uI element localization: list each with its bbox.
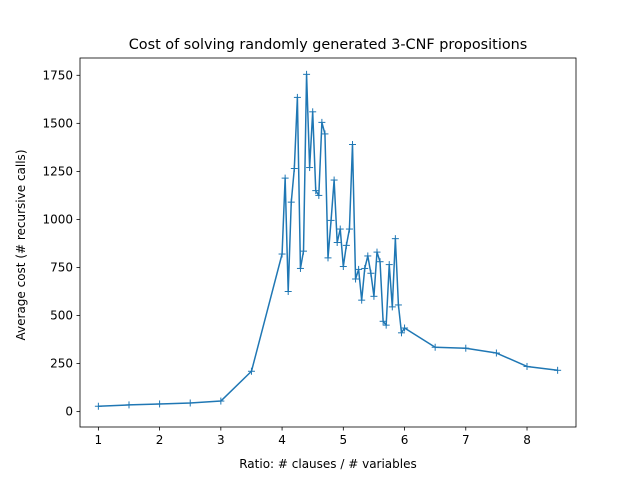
data-point-marker: [373, 248, 381, 256]
data-point-marker: [358, 296, 366, 304]
data-point-marker: [284, 288, 292, 296]
data-point-marker: [401, 324, 409, 332]
y-axis: 0 250 500 750 1000 1250 1500 1750: [42, 68, 80, 419]
x-tick-label: 7: [462, 433, 470, 447]
y-tick-label: 750: [50, 260, 73, 274]
data-point-marker: [321, 130, 329, 138]
data-point-marker: [352, 275, 360, 283]
y-tick-label: 1250: [42, 164, 73, 178]
data-point-marker: [462, 344, 470, 352]
y-tick-label: 1000: [42, 212, 73, 226]
data-point-marker: [391, 235, 399, 243]
data-point-marker: [379, 317, 387, 325]
x-tick-label: 5: [339, 433, 347, 447]
data-point-marker: [94, 402, 102, 410]
x-tick-label: 8: [523, 433, 531, 447]
data-point-marker: [281, 174, 289, 182]
y-tick-label: 250: [50, 357, 73, 371]
data-point-marker: [186, 399, 194, 407]
data-point-marker: [385, 261, 393, 269]
series-line: [98, 73, 558, 407]
chart-title: Cost of solving randomly generated 3-CNF…: [129, 37, 528, 53]
x-tick-label: 6: [401, 433, 409, 447]
data-point-marker: [397, 329, 405, 337]
x-tick-label: 4: [278, 433, 286, 447]
data-point-marker: [492, 349, 500, 357]
data-point-marker: [306, 164, 314, 172]
data-point-marker: [339, 263, 347, 271]
data-point-marker: [247, 367, 255, 375]
data-point-marker: [217, 397, 225, 405]
data-point-marker: [309, 108, 317, 116]
x-axis: 1 2 3 4 5 6 7 8: [95, 427, 531, 447]
data-point-marker: [370, 292, 378, 300]
data-point-marker: [376, 258, 384, 266]
data-point-marker: [382, 321, 390, 329]
data-point-marker: [287, 198, 295, 206]
y-axis-label: Average cost (# recursive calls): [14, 150, 28, 341]
data-point-marker: [523, 362, 531, 370]
data-point-marker: [318, 118, 326, 126]
data-point-marker: [327, 216, 335, 224]
data-point-marker: [125, 401, 133, 409]
data-point-marker: [355, 265, 363, 273]
data-point-marker: [293, 93, 301, 101]
data-point-marker: [296, 264, 304, 272]
data-point-marker: [156, 400, 164, 408]
data-point-marker: [333, 239, 341, 246]
data-point-marker: [348, 140, 356, 148]
y-tick-label: 500: [50, 309, 73, 323]
data-point-marker: [303, 70, 311, 78]
data-point-marker: [342, 241, 350, 249]
x-tick-label: 1: [95, 433, 103, 447]
plot-area: [94, 70, 562, 410]
data-point-marker: [324, 254, 332, 262]
data-point-marker: [361, 264, 369, 272]
data-point-marker: [278, 250, 286, 258]
y-tick-label: 1750: [42, 68, 73, 82]
x-tick-label: 2: [156, 433, 164, 447]
data-point-marker: [394, 301, 402, 309]
data-point-marker: [345, 225, 353, 233]
data-point-marker: [290, 165, 298, 173]
data-point-marker: [431, 343, 439, 351]
data-point-marker: [388, 303, 396, 311]
data-point-marker: [330, 176, 338, 184]
data-point-marker: [554, 366, 562, 374]
data-point-marker: [336, 225, 344, 233]
data-point-marker: [300, 247, 308, 255]
y-tick-label: 0: [65, 405, 73, 419]
x-tick-label: 3: [217, 433, 225, 447]
data-point-marker: [364, 252, 372, 260]
data-point-marker: [315, 191, 323, 199]
data-point-marker: [312, 187, 320, 195]
data-point-marker: [367, 269, 375, 277]
y-tick-label: 1500: [42, 116, 73, 130]
axes-frame: [79, 57, 577, 428]
x-axis-label: Ratio: # clauses / # variables: [239, 457, 417, 471]
